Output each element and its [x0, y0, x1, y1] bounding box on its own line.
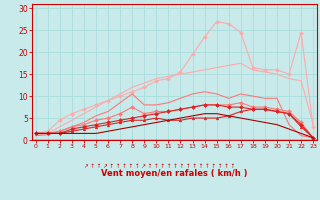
Text: ↗ ↑ ↑ ↗ ↑ ↑ ↑ ↑ ↑ ↗ ↑ ↑ ↑ ↑ ↑ ↑ ↑ ↑ ↑ ↑ ↑ ↑ ↑ ↑: ↗ ↑ ↑ ↗ ↑ ↑ ↑ ↑ ↑ ↗ ↑ ↑ ↑ ↑ ↑ ↑ ↑ ↑ ↑ ↑ …: [84, 164, 236, 170]
X-axis label: Vent moyen/en rafales ( km/h ): Vent moyen/en rafales ( km/h ): [101, 169, 248, 178]
